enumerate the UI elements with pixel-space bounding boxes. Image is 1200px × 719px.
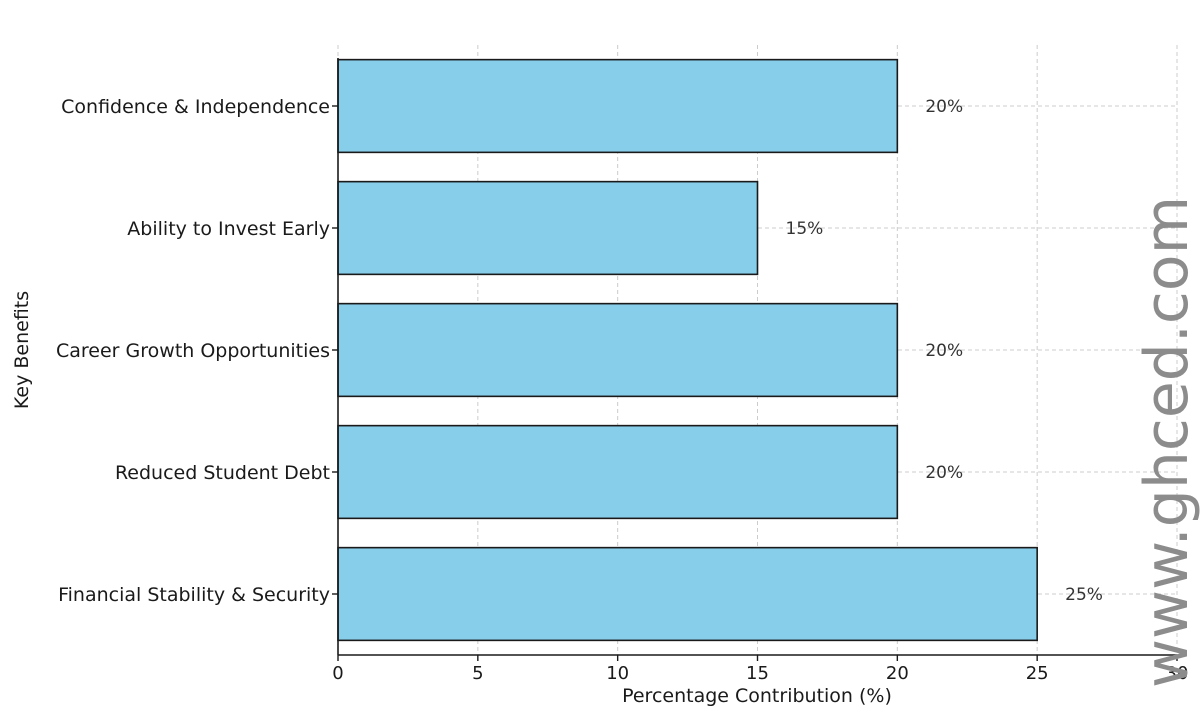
category-label: Ability to Invest Early xyxy=(127,218,330,240)
category-label: Confidence & Independence xyxy=(61,96,330,118)
data-label: 20% xyxy=(925,97,963,117)
bar xyxy=(337,424,899,520)
y-axis-label: Key Benefits xyxy=(11,291,33,409)
labels: Financial Stability & Security 25% Reduced… xyxy=(56,96,1188,684)
bar xyxy=(337,546,1038,642)
category-label: Career Growth Opportunities xyxy=(56,340,330,362)
x-tick-label: 10 xyxy=(606,663,629,684)
x-tick-label: 25 xyxy=(1026,663,1049,684)
x-tick-label: 5 xyxy=(472,663,483,684)
x-tick-label: 0 xyxy=(332,663,343,684)
x-tick-label: 30 xyxy=(1166,663,1189,684)
data-label: 15% xyxy=(786,219,824,239)
bar xyxy=(337,180,759,276)
data-label: 20% xyxy=(925,341,963,361)
x-tick-label: 15 xyxy=(746,663,769,684)
category-label: Financial Stability & Security xyxy=(58,584,330,606)
bar xyxy=(337,302,899,398)
data-label: 25% xyxy=(1065,585,1103,605)
axes xyxy=(332,58,1178,661)
bar xyxy=(337,58,899,154)
watermark: www.ghced.com xyxy=(1132,196,1200,688)
x-axis-label: Percentage Contribution (%) xyxy=(622,685,892,707)
category-label: Reduced Student Debt xyxy=(115,462,330,484)
x-tick-label: 20 xyxy=(886,663,909,684)
bars xyxy=(337,58,1038,642)
data-label: 20% xyxy=(925,463,963,483)
